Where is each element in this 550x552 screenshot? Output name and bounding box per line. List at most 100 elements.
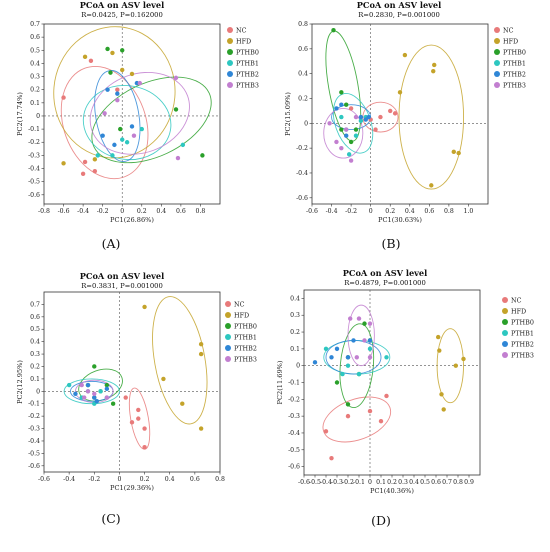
data-point-pthb3 bbox=[104, 395, 110, 400]
data-point-pthb3 bbox=[348, 158, 354, 163]
confidence-ellipse-hfd bbox=[152, 296, 208, 425]
data-point-pthb3 bbox=[367, 321, 373, 326]
data-point-nc bbox=[129, 420, 135, 425]
data-point-nc bbox=[367, 408, 373, 414]
data-point-hfd bbox=[431, 68, 436, 74]
panel-label: (C) bbox=[101, 511, 120, 526]
y-tick-label: -0.1 bbox=[28, 126, 40, 133]
data-point-nc bbox=[329, 455, 334, 461]
data-point-pthb1 bbox=[323, 346, 329, 352]
y-tick-label: 0.8 bbox=[298, 21, 308, 28]
data-point-hfd bbox=[92, 157, 98, 162]
y-tick-label: 0.1 bbox=[30, 376, 40, 383]
data-point-nc bbox=[378, 418, 384, 424]
legend-marker-pthb3 bbox=[225, 356, 231, 362]
data-point-pthb3 bbox=[175, 155, 181, 161]
x-tick-label: -0.4 bbox=[326, 208, 338, 215]
panel-label: (D) bbox=[371, 513, 391, 528]
legend-entry-pthb0: PTHB0 bbox=[236, 48, 259, 56]
y-tick-label: 0.4 bbox=[298, 71, 308, 78]
legend-entry-pthb1: PTHB1 bbox=[511, 329, 534, 337]
data-point-hfd bbox=[120, 67, 125, 73]
confidence-ellipse-pthb3 bbox=[89, 71, 190, 155]
data-point-pthb0 bbox=[118, 126, 123, 132]
data-point-hfd bbox=[456, 150, 461, 156]
y-tick-label: -0.6 bbox=[296, 195, 308, 202]
data-point-pthb1 bbox=[110, 153, 115, 158]
legend-entry-pthb1: PTHB1 bbox=[234, 333, 257, 341]
data-point-hfd bbox=[429, 183, 434, 188]
data-point-pthb0 bbox=[104, 382, 110, 388]
chart-title: PCoA on ASV level bbox=[343, 268, 427, 278]
data-point-pthb2 bbox=[329, 355, 334, 360]
x-tick-label: 0.7 bbox=[442, 479, 452, 486]
data-point-pthb3 bbox=[137, 80, 143, 86]
data-point-hfd bbox=[451, 149, 456, 155]
panel-label: (B) bbox=[382, 236, 401, 251]
y-axis-label: PC2(12.95%) bbox=[16, 360, 24, 404]
y-tick-label: -0.2 bbox=[28, 139, 40, 146]
data-point-pthb3 bbox=[339, 145, 344, 151]
legend-entry-pthb0: PTHB0 bbox=[234, 322, 257, 330]
x-tick-label: 0.6 bbox=[424, 208, 434, 215]
data-point-nc bbox=[136, 407, 141, 413]
data-point-pthb1 bbox=[139, 126, 144, 132]
legend-entry-pthb0: PTHB0 bbox=[503, 48, 526, 56]
data-point-nc bbox=[142, 444, 147, 450]
x-tick-label: -0.2 bbox=[97, 208, 109, 215]
legend-entry-pthb3: PTHB3 bbox=[503, 81, 526, 89]
y-tick-label: -0.1 bbox=[28, 401, 40, 408]
data-point-nc bbox=[88, 58, 94, 63]
legend-marker-pthb0 bbox=[225, 323, 231, 329]
data-point-hfd bbox=[402, 52, 408, 58]
data-point-pthb1 bbox=[340, 371, 345, 377]
plot-frame bbox=[43, 23, 221, 205]
x-tick-label: -0.8 bbox=[38, 208, 50, 215]
data-point-pthb0 bbox=[362, 321, 367, 326]
legend-entry-pthb2: PTHB2 bbox=[503, 70, 526, 78]
x-axis-label: PC1(30.63%) bbox=[378, 216, 422, 224]
data-point-hfd bbox=[437, 348, 442, 353]
data-point-nc bbox=[123, 395, 128, 400]
legend-marker-pthb3 bbox=[227, 82, 233, 88]
data-point-pthb0 bbox=[110, 401, 116, 406]
legend-marker-pthb3 bbox=[502, 352, 508, 358]
x-tick-label: 0 bbox=[120, 208, 124, 215]
x-tick-label: -0.4 bbox=[77, 208, 89, 215]
x-tick-label: -0.4 bbox=[320, 479, 332, 486]
x-tick-label: 0 bbox=[369, 208, 373, 215]
legend-marker-nc bbox=[494, 27, 500, 33]
data-point-hfd bbox=[397, 90, 403, 95]
y-tick-label: 0.1 bbox=[290, 346, 300, 353]
y-tick-label: 0 bbox=[36, 113, 40, 120]
plot-frame bbox=[311, 23, 489, 205]
data-point-pthb1 bbox=[356, 371, 362, 377]
y-tick-label: 0.5 bbox=[30, 326, 40, 333]
x-tick-label: 1.0 bbox=[464, 208, 474, 215]
data-point-pthb3 bbox=[85, 389, 91, 394]
data-point-pthb0 bbox=[334, 380, 340, 385]
data-point-pthb1 bbox=[98, 389, 103, 394]
legend-marker-nc bbox=[227, 27, 233, 33]
data-point-hfd bbox=[129, 71, 135, 77]
data-point-pthb3 bbox=[327, 121, 332, 126]
y-tick-label: 0.4 bbox=[30, 60, 40, 67]
y-tick-label: -0.5 bbox=[288, 447, 300, 454]
y-tick-label: 0.2 bbox=[30, 87, 40, 94]
confidence-ellipse-pthb0 bbox=[325, 30, 362, 142]
x-tick-label: 0.2 bbox=[137, 208, 147, 215]
panel-label: (A) bbox=[102, 236, 121, 251]
y-tick-label: 0.5 bbox=[30, 47, 40, 54]
legend-entry-pthb1: PTHB1 bbox=[236, 59, 259, 67]
data-point-pthb2 bbox=[363, 117, 368, 122]
legend-marker-pthb0 bbox=[494, 49, 500, 55]
legend-entry-hfd: HFD bbox=[511, 307, 526, 315]
data-point-pthb0 bbox=[120, 48, 125, 53]
data-point-pthb2 bbox=[92, 395, 97, 400]
data-point-pthb1 bbox=[367, 346, 373, 352]
data-point-pthb2 bbox=[358, 114, 364, 120]
data-point-pthb3 bbox=[353, 114, 359, 120]
x-tick-label: 0.6 bbox=[431, 479, 441, 486]
